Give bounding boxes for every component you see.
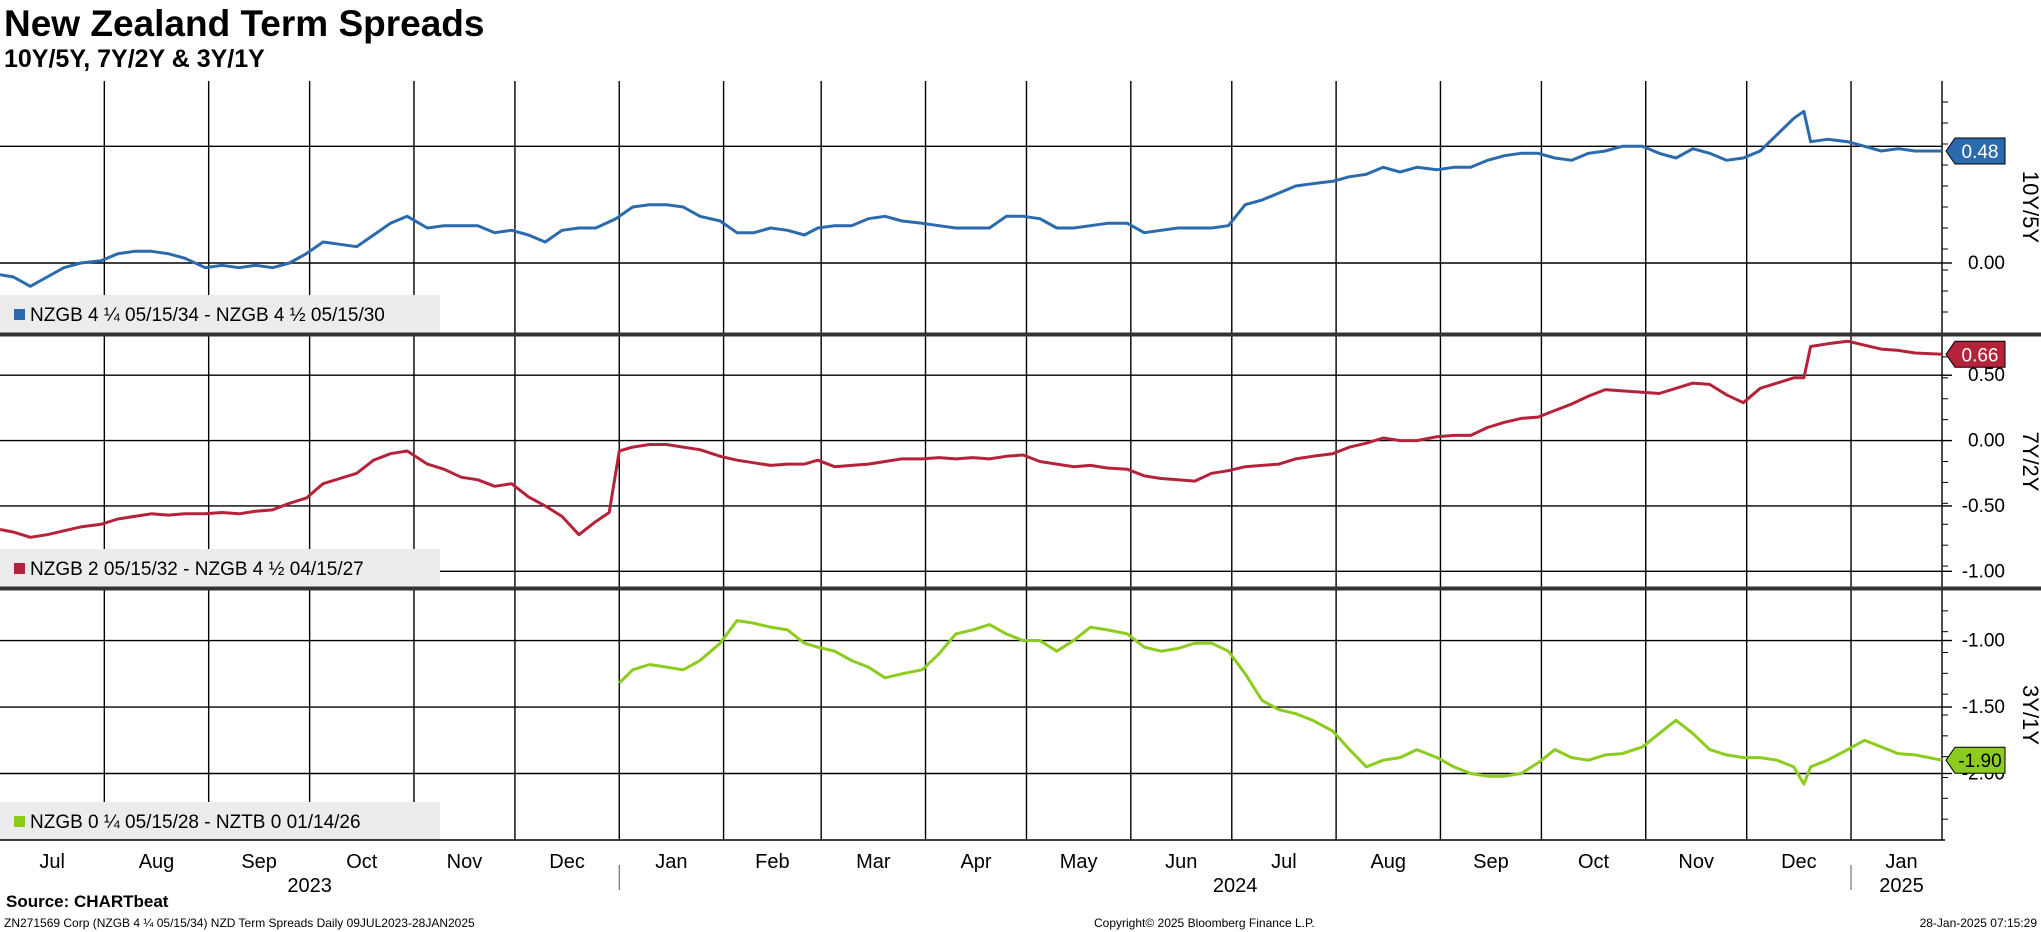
series-line — [0, 339, 1942, 539]
x-month-label: Nov — [447, 851, 483, 873]
legend-box — [0, 549, 440, 587]
x-month-label: Jan — [655, 851, 687, 873]
y-tick-label: -1.00 — [1962, 561, 2005, 582]
last-value-label: 0.66 — [1962, 345, 1999, 366]
legend-label: NZGB 4 ¼ 05/15/34 - NZGB 4 ½ 05/15/30 — [30, 305, 385, 326]
panel-separator — [0, 586, 2041, 591]
legend-swatch — [14, 816, 25, 827]
footer-copyright: Copyright© 2025 Bloomberg Finance L.P. — [1094, 916, 1315, 930]
y-tick-label: 0.50 — [1968, 365, 2005, 386]
y-tick-label: 0.00 — [1968, 431, 2005, 452]
x-month-label: Mar — [856, 851, 891, 873]
legend-swatch — [14, 309, 25, 320]
legend-box — [0, 802, 440, 840]
legend-label: NZGB 2 05/15/32 - NZGB 4 ½ 04/15/27 — [30, 559, 364, 580]
legend-box — [0, 295, 440, 333]
x-month-label: Nov — [1678, 851, 1714, 873]
panel-separator — [0, 332, 2041, 337]
x-month-label: Sep — [1473, 851, 1509, 873]
term-spreads-chart: 0.00 0.48 10Y/5Y NZGB 4 ¼ 05/15/34 - NZGB 4… — [0, 81, 2041, 892]
series-line — [618, 619, 1943, 786]
last-value-badge — [1945, 137, 2006, 165]
panel-axis-label: 10Y/5Y — [2018, 171, 2041, 243]
last-value-label: -1.90 — [1958, 751, 2001, 772]
x-month-label: Jan — [1885, 851, 1917, 873]
y-tick-label: -1.00 — [1962, 631, 2005, 652]
x-month-label: Dec — [1781, 851, 1817, 873]
x-month-label: Aug — [139, 851, 175, 873]
x-month-label: Oct — [346, 851, 378, 873]
source-note: Source: CHARTbeat — [6, 892, 169, 911]
y-tick-label: 0.00 — [1968, 253, 2005, 274]
x-month-label: Feb — [755, 851, 789, 873]
x-month-label: Jul — [1271, 851, 1297, 873]
last-value-label: 0.48 — [1962, 142, 1999, 163]
last-value-badge — [1945, 746, 2006, 774]
x-year-label: 2023 — [287, 875, 332, 892]
y-tick-label: -1.50 — [1962, 697, 2005, 718]
series-line — [0, 109, 1942, 288]
y-tick-label: -0.50 — [1962, 496, 2005, 517]
legend-swatch — [14, 563, 25, 574]
x-month-label: May — [1060, 851, 1098, 873]
x-month-label: Dec — [549, 851, 585, 873]
x-month-label: Jul — [39, 851, 65, 873]
x-month-label: Aug — [1370, 851, 1406, 873]
x-month-label: Sep — [241, 851, 277, 873]
last-value-badge — [1945, 340, 2006, 368]
x-year-label: 2025 — [1879, 875, 1924, 892]
footer-security-info: ZN271569 Corp (NZGB 4 ¼ 05/15/34) NZD Te… — [4, 916, 475, 930]
footer-timestamp: 28-Jan-2025 07:15:29 — [1919, 916, 2037, 930]
x-year-label: 2024 — [1213, 875, 1258, 892]
chart-title: New Zealand Term Spreads — [4, 3, 485, 44]
x-month-label: Apr — [960, 851, 991, 873]
x-month-label: Jun — [1165, 851, 1197, 873]
chart-subtitle: 10Y/5Y, 7Y/2Y & 3Y/1Y — [4, 45, 265, 73]
legend-label: NZGB 0 ¼ 05/15/28 - NZTB 0 01/14/26 — [30, 812, 361, 833]
panel-axis-label: 7Y/2Y — [2018, 432, 2041, 492]
panel-axis-label: 3Y/1Y — [2018, 685, 2041, 745]
x-month-label: Oct — [1578, 851, 1610, 873]
